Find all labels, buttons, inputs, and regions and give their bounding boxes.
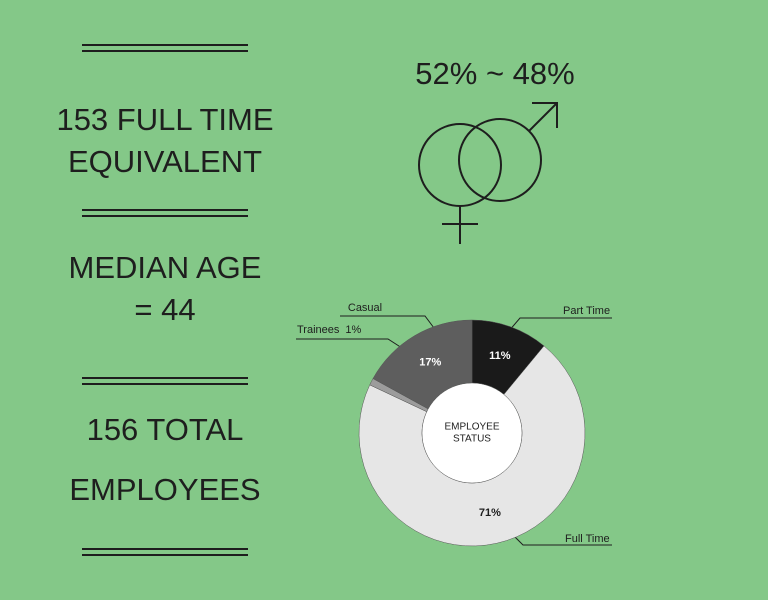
value-label: 17% xyxy=(419,356,441,368)
gender-ratio: 52% ~ 48% xyxy=(415,56,574,91)
stat-text: MEDIAN AGE xyxy=(69,250,262,285)
category-label: Part Time xyxy=(563,305,610,317)
donut-center xyxy=(421,382,523,484)
category-label: Full Time xyxy=(565,533,610,545)
stat-text: 153 FULL TIME xyxy=(56,102,273,137)
stat-text: = 44 xyxy=(134,292,195,327)
stat-text: EMPLOYEES xyxy=(69,472,260,507)
stat-text: 156 TOTAL xyxy=(87,412,244,447)
center-label: STATUS xyxy=(453,434,491,445)
stat-text: EQUIVALENT xyxy=(68,144,262,179)
value-label: 1% xyxy=(345,324,361,336)
center-label: EMPLOYEE xyxy=(444,422,499,433)
value-label: 71% xyxy=(479,507,501,519)
gender-symbols xyxy=(418,102,558,244)
value-label: 11% xyxy=(489,350,511,362)
category-label: Casual xyxy=(348,302,382,314)
category-label: Trainees xyxy=(297,324,340,336)
divider-rules xyxy=(82,44,248,556)
